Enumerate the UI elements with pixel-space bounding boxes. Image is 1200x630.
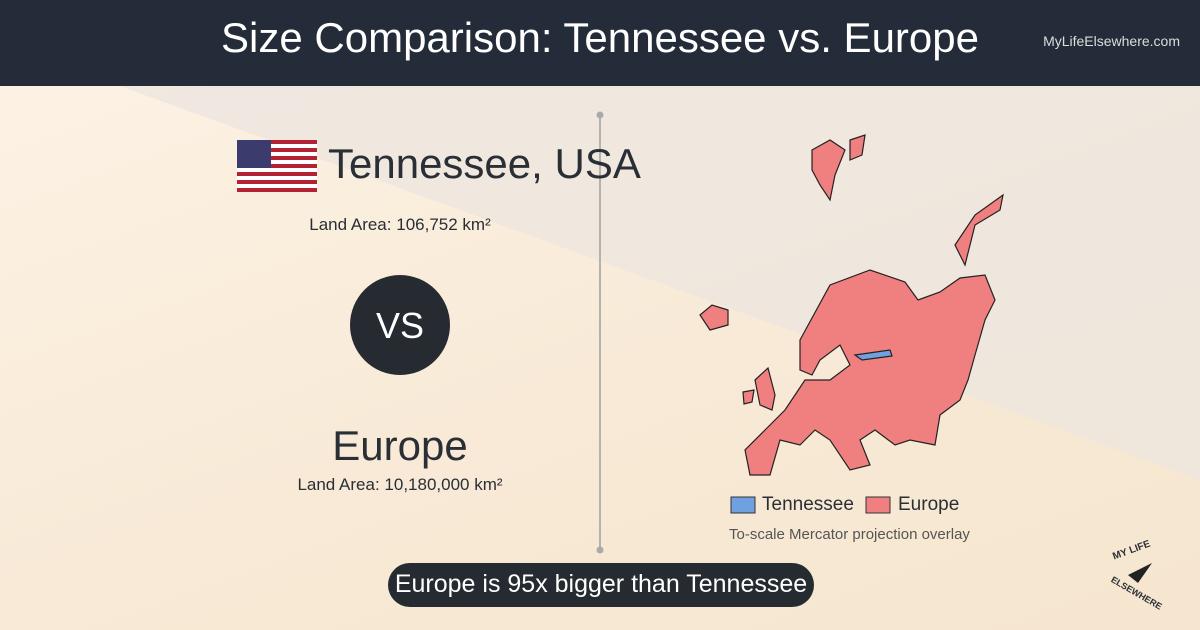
legend-entry: Tennessee: [762, 494, 854, 515]
title: Size Comparison: Tennessee vs. Europe: [221, 14, 979, 61]
legend-entry: Europe: [898, 494, 960, 515]
divider-end: [596, 111, 604, 119]
banner-pill: [388, 563, 814, 607]
site-name: MyLifeElsewhere.com: [1043, 33, 1180, 49]
vs-text: VS: [375, 305, 425, 346]
us-flag: [237, 140, 317, 192]
area-line: Land Area: 10,180,000 km²: [0, 475, 800, 495]
vs-circle: [350, 275, 450, 375]
place-name: Europe: [332, 422, 468, 469]
area-label: Land Area:: [297, 475, 380, 494]
banner-text: Europe is 95x bigger than Tennessee: [394, 570, 808, 598]
area-line: Land Area: 106,752 km²: [0, 215, 800, 235]
logo-plane: [1128, 563, 1152, 583]
place-name: Tennessee, USA: [328, 140, 641, 187]
area-label: Land Area:: [309, 215, 392, 234]
legend-swatch: [865, 496, 891, 514]
area-value: 10,180,000 km²: [384, 475, 503, 494]
header-bar: [0, 0, 1200, 86]
area-value: 106,752 km²: [396, 215, 491, 234]
europe-map: [699, 134, 1004, 476]
divider-end: [596, 546, 604, 554]
tennessee-overlay: [853, 349, 893, 361]
map-caption: To-scale Mercator projection overlay: [729, 526, 970, 543]
legend-swatch: [730, 496, 756, 514]
